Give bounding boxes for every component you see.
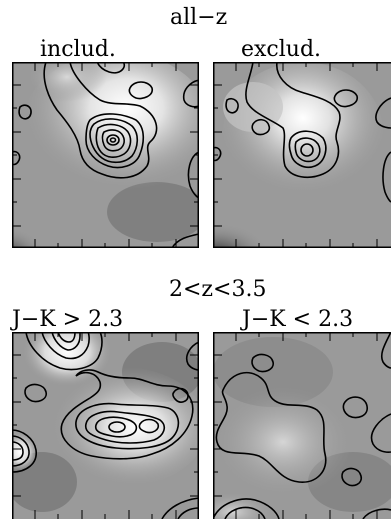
contour-level-4 <box>95 123 132 158</box>
contour-level-4 <box>138 418 160 434</box>
contour-level-1 <box>333 89 358 108</box>
contour-level-3 <box>84 410 166 444</box>
contour-level-1 <box>182 79 199 108</box>
tick-marks <box>235 510 378 519</box>
axis-ticks <box>12 62 199 248</box>
contour-level-1 <box>161 497 199 519</box>
tick-marks <box>213 84 222 227</box>
contour-peak <box>106 134 120 146</box>
contour-level-1 <box>225 97 239 114</box>
contour-level-1 <box>380 332 391 369</box>
map-frame <box>12 62 199 248</box>
group-heading-redshift-range: 2<z<3.5 <box>169 277 267 302</box>
contour-level-2 <box>12 435 30 467</box>
contour-level-3 <box>294 137 321 163</box>
panel-label-included: includ. <box>40 37 116 62</box>
contour-lines <box>12 332 199 519</box>
panel-label-jk-less: J−K < 2.3 <box>242 307 354 332</box>
contour-level-1 <box>375 97 391 129</box>
axis-ticks <box>12 332 199 519</box>
tick-marks <box>12 354 21 497</box>
contour-level-2 <box>41 332 90 360</box>
contour-level-4 <box>94 416 138 438</box>
contour-level-1 <box>12 429 37 473</box>
contour-level-1 <box>24 383 47 403</box>
tick-marks <box>12 84 21 227</box>
tick-marks <box>34 510 177 519</box>
tick-marks <box>213 354 222 497</box>
contour-level-1 <box>382 151 391 203</box>
contour-lines <box>12 62 199 248</box>
contour-level-1 <box>213 498 280 519</box>
density-map-included <box>12 62 199 248</box>
density-map-jk-less <box>213 332 391 519</box>
dark-region <box>12 182 107 248</box>
contour-lines <box>213 332 391 519</box>
contour-level-2 <box>288 130 327 169</box>
contour-level-3 <box>51 332 81 351</box>
contour-lines <box>213 62 391 203</box>
contour-level-1 <box>251 118 271 136</box>
tick-marks <box>235 332 378 341</box>
panel-label-excluded: exclud. <box>241 37 322 62</box>
contour-level-1 <box>245 62 341 179</box>
axis-ticks <box>213 332 378 519</box>
density-map-jk-greater <box>12 332 199 519</box>
group-heading-all-z: all−z <box>170 5 228 30</box>
contour-level-1 <box>18 104 32 120</box>
contour-level-1 <box>342 396 368 419</box>
contour-level-1 <box>215 371 327 483</box>
contour-level-3 <box>12 441 24 461</box>
density-map-excluded <box>213 62 391 248</box>
tick-marks <box>190 84 199 227</box>
contour-level-2 <box>224 506 266 519</box>
contour-level-1 <box>60 369 194 460</box>
map-frame <box>213 62 391 248</box>
tick-marks <box>190 354 199 497</box>
contour-level-4 <box>57 332 76 343</box>
tick-marks <box>34 239 177 248</box>
bright-region <box>213 387 353 497</box>
tick-marks <box>235 239 378 248</box>
contour-level-1 <box>171 233 199 248</box>
tick-marks <box>235 62 378 71</box>
map-frame <box>213 332 391 519</box>
contour-peak <box>108 421 126 433</box>
contour-level-3 <box>89 118 139 164</box>
tick-marks <box>34 62 177 71</box>
contour-level-1 <box>43 62 158 179</box>
contour-level-1 <box>370 413 391 453</box>
contour-level-1 <box>185 341 199 371</box>
contour-level-1 <box>25 332 103 371</box>
contour-level-1 <box>341 467 363 487</box>
contour-peak <box>109 137 117 143</box>
contour-level-1 <box>128 81 153 100</box>
contour-level-5 <box>101 129 125 152</box>
contour-level-2 <box>172 387 189 403</box>
map-frame <box>12 332 199 519</box>
bright-region <box>12 432 38 472</box>
tick-marks <box>34 332 177 341</box>
panel-label-jk-greater: J−K > 2.3 <box>12 307 124 332</box>
contour-level-1 <box>251 353 274 373</box>
axis-ticks <box>213 62 378 248</box>
contour-level-2 <box>177 507 199 519</box>
bright-region <box>213 492 273 519</box>
contour-level-1 <box>362 508 391 519</box>
contour-level-2 <box>75 402 180 450</box>
bright-region <box>37 367 199 487</box>
contour-level-2 <box>85 113 145 169</box>
contour-peak <box>300 143 314 157</box>
